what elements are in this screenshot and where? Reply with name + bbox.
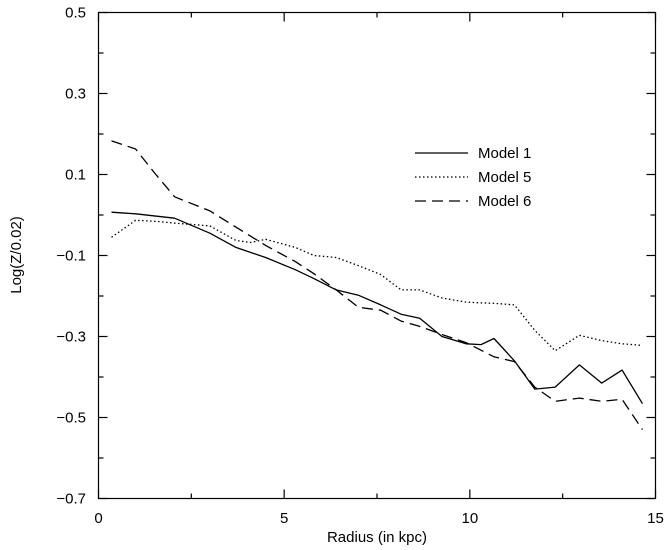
legend-label-model-1: Model 1	[478, 145, 531, 162]
x-tick-label: 15	[647, 510, 664, 527]
y-axis-title: Log(Z/0.02)	[8, 216, 25, 294]
y-tick-label: −0.1	[56, 248, 86, 265]
x-tick-label: 0	[94, 510, 102, 527]
series-line-model-5	[111, 219, 643, 352]
x-axis-title: Radius (in kpc)	[327, 529, 427, 546]
plot-area-frame	[97, 11, 657, 500]
x-tick-label: 10	[461, 510, 478, 527]
y-tick-label: −0.5	[56, 410, 86, 427]
y-tick-label: 0.5	[65, 5, 86, 22]
y-tick-label: 0.1	[65, 167, 86, 184]
x-tick-label: 5	[280, 510, 288, 527]
series-layer	[111, 140, 644, 431]
legend-label-model-5: Model 5	[478, 169, 531, 186]
y-tick-label: −0.3	[56, 329, 86, 346]
series-line-model-6	[111, 140, 644, 431]
series-line-model-1	[111, 211, 644, 405]
y-tick-label: −0.7	[56, 491, 86, 508]
y-tick-label: 0.3	[65, 86, 86, 103]
axis-ticks: 0 5 10 15 −0.7 −0.5 −0.3 −0.1 0.1 0.3 0.5	[56, 5, 663, 528]
legend-label-model-6: Model 6	[478, 193, 531, 210]
legend: Model 1 Model 5 Model 6	[415, 145, 531, 210]
